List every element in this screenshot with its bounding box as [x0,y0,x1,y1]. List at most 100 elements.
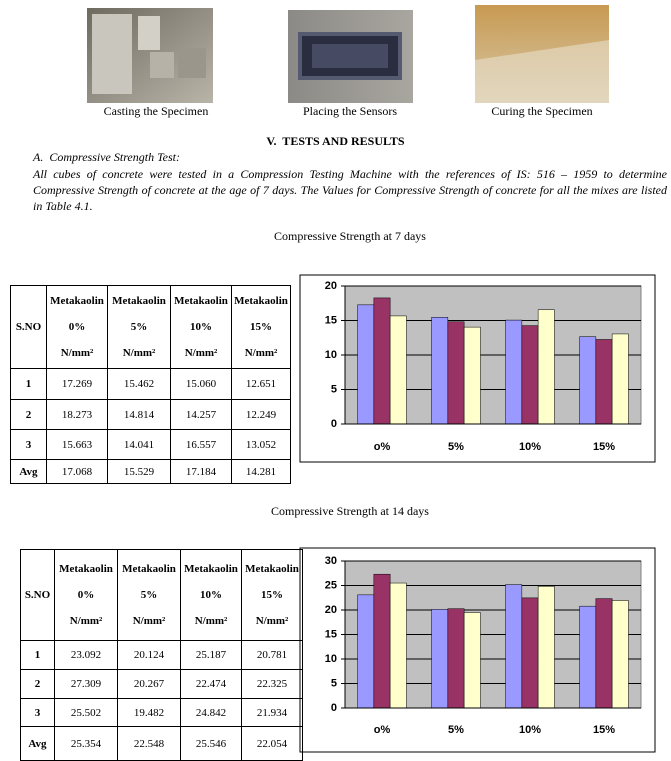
header-text: S.NO [15,321,42,333]
header-text: 5% [140,589,158,601]
table-cell: 20.267 [117,669,181,699]
bar [357,304,375,425]
result-title: Compressive Strength at 7 days [274,229,426,243]
table-cell: 12.249 [231,399,291,430]
table-cell: 15.663 [46,429,108,460]
table-row: Avg 25.354 22.548 25.546 22.054 [20,726,303,761]
table-cell: 18.273 [46,399,108,430]
table-cell: 25.354 [54,726,118,761]
bar [373,297,391,425]
table-cell: 22.325 [241,669,303,699]
x-tick-label: o% [374,441,391,453]
table-cell: 2 [20,669,55,699]
table-cell: 21.934 [241,698,303,727]
table-cell: 2 [10,399,47,430]
photo-sensors [288,10,413,103]
table-container: S.NO Metakaolin 0% N/mm² Metakaolin 5% N/mm² Me… [10,285,291,484]
x-tick-label: 5% [448,724,464,736]
table-cell: 22.548 [117,726,181,761]
table-cell: Avg [10,459,47,484]
y-tick-label: 15 [325,628,337,640]
x-tick-label: o% [374,724,391,736]
y-tick-label: 5 [331,677,337,689]
header-text: 0% [77,589,95,601]
figure-caption: Placing the Sensors [303,104,397,118]
header-cell: Metakaolin 5% N/mm² [107,285,171,369]
table-row: 2 27.309 20.267 22.474 22.325 [20,669,303,699]
y-tick-label: 20 [325,280,337,292]
table-cell: 16.557 [170,429,232,460]
y-tick-label: 20 [325,604,337,616]
y-tick-label: 30 [325,555,337,567]
table-row: 1 23.092 20.124 25.187 20.781 [20,640,303,670]
x-tick-label: 15% [593,724,615,736]
table-cell: Avg [20,726,55,761]
header-cell: Metakaolin 10% N/mm² [170,285,232,369]
header-text: Metakaolin [112,295,166,307]
table-cell: 19.482 [117,698,181,727]
bar [463,612,481,709]
header-cell: Metakaolin 15% N/mm² [231,285,291,369]
header-text: N/mm² [194,615,228,627]
table-cell: 22.054 [241,726,303,761]
subsection-heading: A. Compressive Strength Test: [33,150,180,164]
table-cell: 15.462 [107,368,171,400]
y-tick-label: 0 [331,418,337,430]
table-cell: 12.651 [231,368,291,400]
figure-caption: Casting the Specimen [103,104,209,118]
header-text: N/mm² [60,347,94,359]
x-tick-label: 5% [448,441,464,453]
y-tick-label: 25 [325,579,337,591]
header-text: N/mm² [184,347,218,359]
table-cell: 14.814 [107,399,171,430]
results-table: S.NO Metakaolin 0% N/mm² Metakaolin 5% N/mm² Me… [20,549,303,761]
header-cell: Metakaolin 5% N/mm² [117,549,181,641]
result-title: Compressive Strength at 14 days [271,504,429,518]
bar [447,608,465,709]
table-cell: 14.257 [170,399,232,430]
table-cell: 25.187 [180,640,242,670]
header-text: 10% [200,589,222,601]
header-text: 0% [68,321,86,333]
table-cell: 17.269 [46,368,108,400]
header-cell: S.NO [10,285,47,369]
table-row: 3 15.663 14.041 16.557 13.052 [10,429,291,460]
photo-curing [475,5,609,103]
header-text: 15% [250,321,272,333]
header-text: Metakaolin [245,563,299,575]
table-row: 2 18.273 14.814 14.257 12.249 [10,399,291,430]
table-cell: 23.092 [54,640,118,670]
header-text: Metakaolin [234,295,288,307]
table-row: 1 17.269 15.462 15.060 12.651 [10,368,291,400]
header-text: Metakaolin [50,295,104,307]
table-cell: 24.842 [180,698,242,727]
header-text: N/mm² [132,615,166,627]
header-cell: Metakaolin 10% N/mm² [180,549,242,641]
table-cell: 14.041 [107,429,171,460]
table-cell: 3 [20,698,55,727]
table-cell: 17.184 [170,459,232,484]
table-cell: 27.309 [54,669,118,699]
photo-casting [87,8,213,103]
header-text: 15% [261,589,283,601]
x-tick-label: 15% [593,441,615,453]
table-cell: 15.060 [170,368,232,400]
bar [595,339,613,425]
table-cell: 15.529 [107,459,171,484]
bar [595,598,613,709]
y-tick-label: 10 [325,349,337,361]
bar [611,333,629,425]
table-cell: 13.052 [231,429,291,460]
bar [447,321,465,425]
section-heading: V. TESTS AND RESULTS [266,134,405,148]
table-cell: 25.546 [180,726,242,761]
header-cell: S.NO [20,549,55,641]
header-text: N/mm² [255,615,289,627]
table-cell: 20.124 [117,640,181,670]
table-cell: 20.781 [241,640,303,670]
bar [579,336,597,425]
header-text: S.NO [24,589,51,601]
table-cell: 22.474 [180,669,242,699]
paragraph: All cubes of concrete were tested in a C… [33,167,667,213]
